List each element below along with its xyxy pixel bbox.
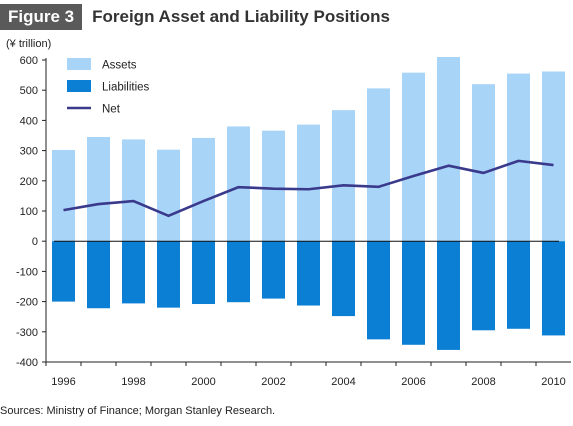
source-note: Sources: Ministry of Finance; Morgan Sta… [0, 405, 276, 417]
liabilities-bar-1998 [122, 241, 145, 304]
legend-label-assets: Assets [102, 60, 137, 72]
x-tick-label: 2008 [471, 376, 495, 388]
liabilities-bar-2006 [402, 241, 425, 345]
y-tick-label: 500 [20, 85, 38, 97]
liabilities-bar-2007 [437, 241, 460, 350]
liabilities-bar-2004 [332, 241, 355, 317]
figure-badge: Figure 3 [0, 4, 83, 30]
y-tick-label: 300 [20, 146, 38, 158]
assets-bar-1999 [157, 149, 180, 242]
axes [45, 58, 571, 363]
liabilities-bar-2000 [192, 241, 215, 305]
x-tick-label: 2010 [541, 376, 565, 388]
liabilities-bar-1997 [87, 241, 110, 309]
assets-legend-swatch [67, 58, 91, 70]
assets-bar-2007 [437, 56, 460, 242]
net-line [63, 159, 554, 218]
liabilities-bar-2008 [472, 241, 495, 331]
y-axis-ticks: -400 -300 -200 -100 0 100 200 300 400 500 600 [16, 55, 46, 369]
liabilities-legend-swatch [67, 80, 91, 92]
y-tick-label: 600 [20, 55, 38, 67]
y-tick-label: 100 [20, 206, 38, 218]
y-tick-label: 200 [20, 176, 38, 188]
assets-bar-2002 [262, 130, 285, 242]
assets-bar-2009 [507, 73, 530, 242]
liabilities-bar-2009 [507, 241, 530, 329]
assets-bar-2000 [192, 137, 215, 242]
assets-bar-1998 [122, 139, 145, 242]
x-tick-label: 2002 [261, 376, 285, 388]
assets-bar-2001 [227, 126, 250, 242]
liabilities-bar-2003 [297, 241, 320, 306]
y-tick-label: -300 [16, 327, 38, 339]
figure-header: Figure 3 Foreign Asset and Liability Pos… [0, 3, 390, 31]
legend-label-liabilities: Liabilities [102, 82, 150, 94]
assets-bar-2004 [332, 110, 355, 242]
chart-title: Foreign Asset and Liability Positions [92, 7, 390, 26]
liabilities-bar-1996 [52, 241, 75, 302]
y-tick-label: 0 [32, 236, 38, 248]
legend: Assets Liabilities Net [67, 58, 150, 116]
assets-bar-2006 [402, 72, 425, 242]
legend-label-net: Net [102, 104, 121, 116]
assets-bar-1996 [52, 149, 75, 242]
liabilities-bar-2002 [262, 241, 285, 299]
x-tick-label: 1998 [121, 376, 145, 388]
x-tick-label: 2000 [191, 376, 215, 388]
liabilities-bar-2005 [367, 241, 390, 340]
y-tick-label: -100 [16, 266, 38, 278]
assets-bar-2010 [542, 71, 565, 242]
liabilities-bar-2001 [227, 241, 250, 303]
liabilities-bar-1999 [157, 241, 180, 308]
y-axis-unit-label: (¥ trillion) [6, 38, 52, 50]
x-axis-ticks: 1996 1998 2000 2002 2004 2006 2008 2010 [45, 362, 566, 388]
y-tick-label: -400 [16, 357, 38, 369]
x-tick-label: 2006 [401, 376, 425, 388]
assets-bar-2003 [297, 124, 320, 242]
liabilities-bars [52, 241, 565, 350]
x-tick-label: 1996 [51, 376, 75, 388]
assets-bar-2008 [472, 84, 495, 242]
y-tick-label: 400 [20, 115, 38, 127]
assets-bars [52, 56, 565, 242]
x-tick-label: 2004 [331, 376, 355, 388]
y-tick-label: -200 [16, 297, 38, 309]
assets-bar-2005 [367, 88, 390, 242]
liabilities-bar-2010 [542, 241, 565, 336]
assets-bar-1997 [87, 137, 110, 242]
